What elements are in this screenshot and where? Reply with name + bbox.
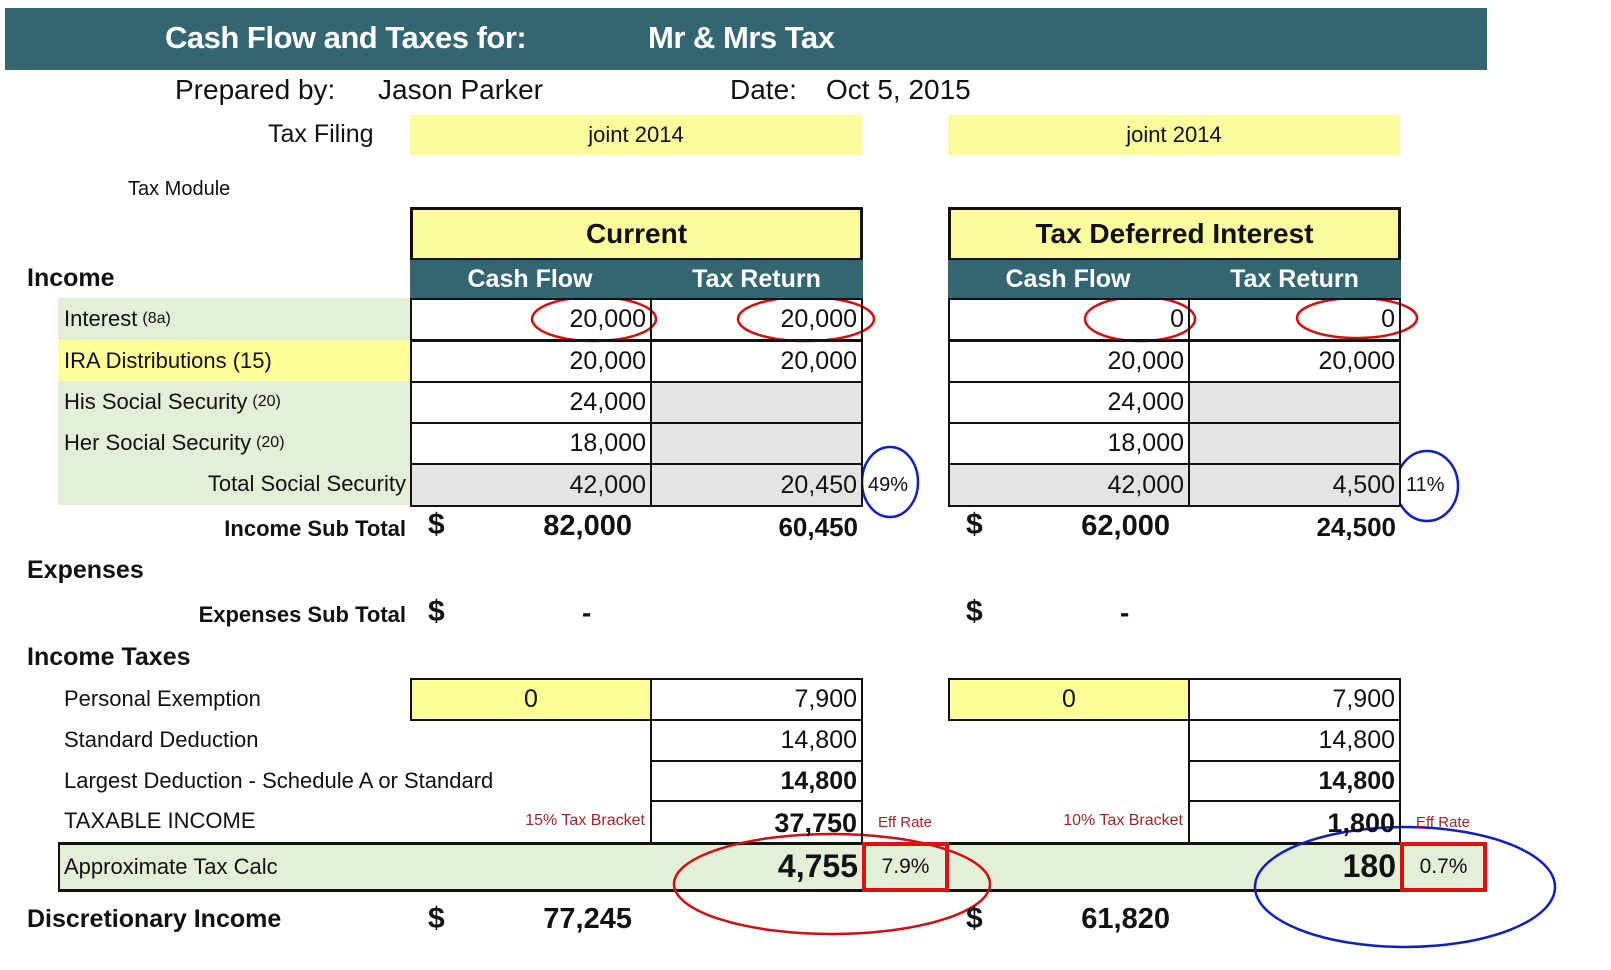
tax-return-cell[interactable]	[1188, 422, 1401, 465]
cash-flow-cell[interactable]: 20,000	[948, 340, 1190, 383]
income-label-bg	[58, 298, 410, 505]
largest-deduction-value: 14,800	[1188, 760, 1401, 802]
cash-flow-cell[interactable]: 42,000	[410, 463, 652, 507]
tax-return-cell[interactable]: 20,000	[1188, 340, 1401, 383]
income-subtotal-label: Income Sub Total	[224, 516, 406, 541]
approx-tax-value: 4,755	[777, 848, 858, 884]
cash-flow-cell[interactable]: 18,000	[948, 422, 1190, 465]
scenario-title: Tax Deferred Interest	[948, 207, 1401, 261]
taxable-income-value: 1,800	[1188, 800, 1401, 844]
income-label-text: His Social Security	[64, 389, 248, 414]
column-header-tax-return: Tax Return	[650, 260, 863, 298]
income-row-label: IRA Distributions (15)	[64, 340, 272, 382]
personal-exemption-tax-return[interactable]: 7,900	[1188, 678, 1401, 721]
tax-bracket-label: 15% Tax Bracket	[525, 812, 645, 829]
tax-return-cell[interactable]: 20,000	[650, 340, 863, 383]
currency-symbol: $	[428, 902, 445, 935]
eff-rate-value: 7.9%	[862, 842, 949, 892]
currency-symbol: $	[966, 595, 983, 628]
income-subtotal-cash-flow: 82,000	[543, 510, 632, 542]
title-banner: Cash Flow and Taxes for: Mr & Mrs Tax	[5, 8, 1487, 70]
cash-flow-cell[interactable]: 24,000	[410, 381, 652, 424]
income-subtotal-cash-flow: 62,000	[1081, 510, 1170, 542]
largest-deduction-value: 14,800	[650, 760, 863, 802]
tax-filing-value[interactable]: joint 2014	[410, 115, 862, 155]
cash-flow-cell[interactable]: 18,000	[410, 422, 652, 465]
tax-return-cell[interactable]	[1188, 381, 1401, 424]
date-label: Date:	[730, 74, 797, 105]
section-income: Income	[27, 264, 115, 292]
section-expenses: Expenses	[27, 556, 144, 584]
standard-deduction-label: Standard Deduction	[64, 727, 259, 752]
section-income-taxes: Income Taxes	[27, 643, 191, 671]
currency-symbol: $	[966, 902, 983, 935]
line-reference: (8a)	[142, 310, 171, 327]
discretionary-income-value: 61,820	[1081, 903, 1170, 935]
approx-tax-value: 180	[1342, 848, 1396, 884]
tax-return-cell[interactable]	[650, 381, 863, 424]
currency-symbol: $	[428, 508, 445, 541]
tax-return-cell[interactable]: 20,450	[650, 463, 863, 507]
report-title: Cash Flow and Taxes for:	[165, 20, 527, 55]
taxable-income-value: 37,750	[650, 800, 863, 844]
taxable-income-label: TAXABLE INCOME	[64, 808, 256, 833]
ss-taxable-percent: 49%	[868, 474, 909, 496]
cash-flow-cell[interactable]: 20,000	[410, 340, 652, 383]
tax-bracket-label: 10% Tax Bracket	[1063, 812, 1183, 829]
discretionary-income-value: 77,245	[543, 903, 632, 935]
expenses-subtotal-value: -	[582, 597, 592, 628]
standard-deduction-value: 14,800	[1188, 719, 1401, 762]
tax-filing-label: Tax Filing	[268, 120, 374, 148]
income-label-text: Interest	[64, 306, 138, 331]
section-discretionary: Discretionary Income	[27, 905, 282, 933]
tax-return-cell[interactable]	[650, 422, 863, 465]
expenses-subtotal-label: Expenses Sub Total	[198, 602, 406, 627]
expenses-subtotal-value: -	[1120, 597, 1130, 628]
column-header-cash-flow: Cash Flow	[410, 260, 650, 298]
approx-tax-label: Approximate Tax Calc	[64, 854, 278, 879]
eff-rate-label: Eff Rate	[1416, 814, 1470, 831]
prepared-label: Prepared by:	[175, 74, 336, 105]
eff-rate-label: Eff Rate	[878, 814, 932, 831]
largest-deduction-label: Largest Deduction - Schedule A or Standa…	[64, 768, 494, 793]
personal-exemption-cash-flow[interactable]: 0	[948, 678, 1190, 721]
income-subtotal-tax-return: 60,450	[778, 512, 858, 542]
currency-symbol: $	[966, 508, 983, 541]
currency-symbol: $	[428, 595, 445, 628]
income-label-text: Total Social Security	[207, 471, 406, 496]
eff-rate-value: 0.7%	[1400, 842, 1487, 892]
tax-return-cell[interactable]: 0	[1188, 298, 1401, 341]
line-reference: (20)	[256, 434, 285, 451]
standard-deduction-value: 14,800	[650, 719, 863, 762]
income-subtotal-tax-return: 24,500	[1316, 512, 1396, 542]
report-date: Oct 5, 2015	[826, 74, 971, 105]
tax-filing-value[interactable]: joint 2014	[948, 115, 1400, 155]
cash-flow-cell[interactable]: 20,000	[410, 298, 652, 341]
income-label-text: Her Social Security	[64, 430, 252, 455]
column-header-tax-return: Tax Return	[1188, 260, 1401, 298]
column-header-cash-flow: Cash Flow	[948, 260, 1188, 298]
ira-row-highlight	[58, 340, 410, 381]
personal-exemption-tax-return[interactable]: 7,900	[650, 678, 863, 721]
scenario-title: Current	[410, 207, 863, 261]
income-row-label: Her Social Security (20)	[64, 422, 285, 464]
income-row-label: His Social Security (20)	[64, 381, 281, 423]
cash-flow-cell[interactable]: 24,000	[948, 381, 1190, 424]
tax-return-cell[interactable]: 4,500	[1188, 463, 1401, 507]
tax-return-cell[interactable]: 20,000	[650, 298, 863, 341]
cash-flow-cell[interactable]: 42,000	[948, 463, 1190, 507]
client-name: Mr & Mrs Tax	[648, 20, 835, 55]
income-row-label: Total Social Security	[208, 463, 406, 505]
ss-taxable-percent: 11%	[1406, 474, 1445, 496]
cash-flow-cell[interactable]: 0	[948, 298, 1190, 341]
tax-module-label: Tax Module	[128, 178, 231, 200]
personal-exemption-label: Personal Exemption	[64, 686, 261, 711]
income-label-text: IRA Distributions (15)	[64, 348, 272, 373]
personal-exemption-cash-flow[interactable]: 0	[410, 678, 652, 721]
income-row-label: Interest (8a)	[64, 298, 171, 340]
preparer-name: Jason Parker	[378, 74, 543, 105]
line-reference: (20)	[252, 393, 281, 410]
